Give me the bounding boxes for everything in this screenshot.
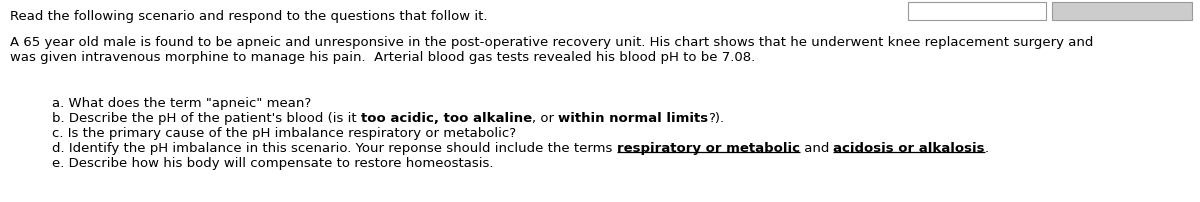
Text: A 65 year old male is found to be apneic and unresponsive in the post-operative : A 65 year old male is found to be apneic… [10,36,1093,49]
Bar [1052,2,1192,20]
Text: , or: , or [532,112,558,125]
Text: a. What does the term "apneic" mean?: a. What does the term "apneic" mean? [52,97,311,110]
Text: b. Describe the pH of the patient's blood (is it: b. Describe the pH of the patient's bloo… [52,112,361,125]
Bar [908,2,1046,20]
Text: within normal limits: within normal limits [558,112,708,125]
Text: was given intravenous morphine to manage his pain.  Arterial blood gas tests rev: was given intravenous morphine to manage… [10,51,755,64]
Text: e. Describe how his body will compensate to restore homeostasis.: e. Describe how his body will compensate… [52,157,493,170]
Text: .: . [985,142,989,155]
Text: d. Identify the pH imbalance in this scenario. Your reponse should include the t: d. Identify the pH imbalance in this sce… [52,142,617,155]
Text: c. Is the primary cause of the pH imbalance respiratory or metabolic?: c. Is the primary cause of the pH imbala… [52,127,516,140]
Text: Read the following scenario and respond to the questions that follow it.: Read the following scenario and respond … [10,10,487,23]
Text: too acidic, too alkaline: too acidic, too alkaline [361,112,532,125]
Text: and: and [799,142,833,155]
Text: acidosis or alkalosis: acidosis or alkalosis [833,142,985,155]
Text: respiratory or metabolic: respiratory or metabolic [617,142,799,155]
Text: ?).: ?). [708,112,725,125]
